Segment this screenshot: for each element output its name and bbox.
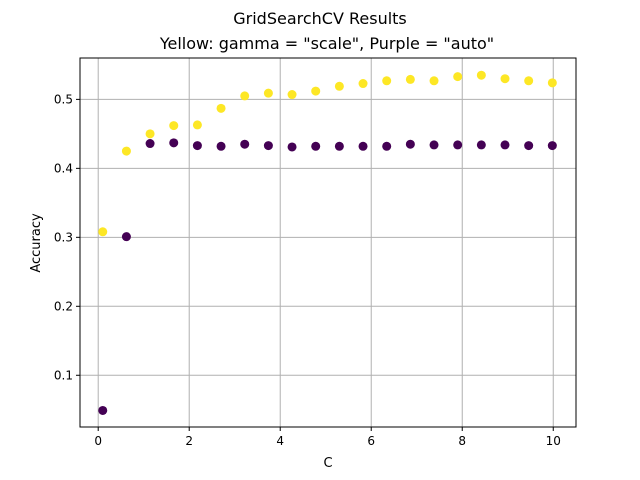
point-series-0-9 <box>311 86 321 96</box>
chart-subtitle: Yellow: gamma = "scale", Purple = "auto" <box>159 34 494 53</box>
plot-frame <box>79 57 577 428</box>
point-series-0-17 <box>500 74 510 84</box>
point-series-1-12 <box>382 141 392 151</box>
x-axis-label: C <box>323 456 332 471</box>
point-series-0-15 <box>453 72 463 82</box>
y-tick-label-4: 0.5 <box>54 92 73 106</box>
point-series-1-17 <box>500 140 510 150</box>
y-axis-ticks: 0.1 0.2 0.3 0.4 0.5 <box>54 92 80 382</box>
point-series-0-11 <box>358 79 368 89</box>
grid-lines <box>80 58 576 427</box>
point-series-0-6 <box>240 91 250 101</box>
point-series-0-19 <box>547 78 557 88</box>
y-tick-label-0: 0.1 <box>54 368 73 382</box>
x-tick-label-0: 0 <box>94 434 102 448</box>
point-series-0-8 <box>287 90 297 100</box>
point-series-0-3 <box>169 121 179 131</box>
point-series-1-8 <box>287 142 297 152</box>
y-tick-label-3: 0.4 <box>54 161 73 175</box>
point-series-1-2 <box>145 139 155 149</box>
point-series-1-10 <box>334 141 344 151</box>
y-axis-label: Accuracy <box>29 213 44 273</box>
point-series-1-14 <box>429 140 439 150</box>
point-series-0-2 <box>145 129 155 139</box>
point-series-1-9 <box>311 141 321 151</box>
x-tick-label-2: 4 <box>276 434 284 448</box>
y-tick-label-1: 0.2 <box>54 299 73 313</box>
point-series-1-1 <box>121 232 131 242</box>
point-series-0-13 <box>405 74 415 84</box>
x-tick-label-3: 6 <box>367 434 375 448</box>
point-series-1-16 <box>476 140 486 150</box>
x-tick-label-4: 8 <box>458 434 466 448</box>
point-series-0-7 <box>263 88 273 98</box>
data-points <box>98 70 557 415</box>
x-axis-ticks: 0 2 4 6 8 10 <box>94 427 561 448</box>
point-series-1-18 <box>524 141 534 151</box>
point-series-1-15 <box>453 140 463 150</box>
point-series-0-5 <box>216 103 226 113</box>
point-series-1-13 <box>405 139 415 149</box>
point-series-0-4 <box>192 120 202 130</box>
point-series-0-14 <box>429 76 439 86</box>
point-series-1-7 <box>263 141 273 151</box>
point-series-1-3 <box>169 138 179 148</box>
x-tick-label-1: 2 <box>185 434 193 448</box>
point-series-0-10 <box>334 81 344 91</box>
x-tick-label-5: 10 <box>546 434 561 448</box>
point-series-0-12 <box>382 76 392 86</box>
y-tick-label-2: 0.3 <box>54 230 73 244</box>
point-series-1-19 <box>547 141 557 151</box>
point-series-1-5 <box>216 141 226 151</box>
point-series-1-0 <box>98 405 108 415</box>
point-series-0-1 <box>121 146 131 156</box>
point-series-0-0 <box>98 227 108 237</box>
point-series-0-18 <box>524 76 534 86</box>
point-series-1-6 <box>240 139 250 149</box>
point-series-1-4 <box>192 141 202 151</box>
point-series-1-11 <box>358 141 368 151</box>
point-series-0-16 <box>476 70 486 80</box>
chart-title: GridSearchCV Results <box>233 9 407 28</box>
